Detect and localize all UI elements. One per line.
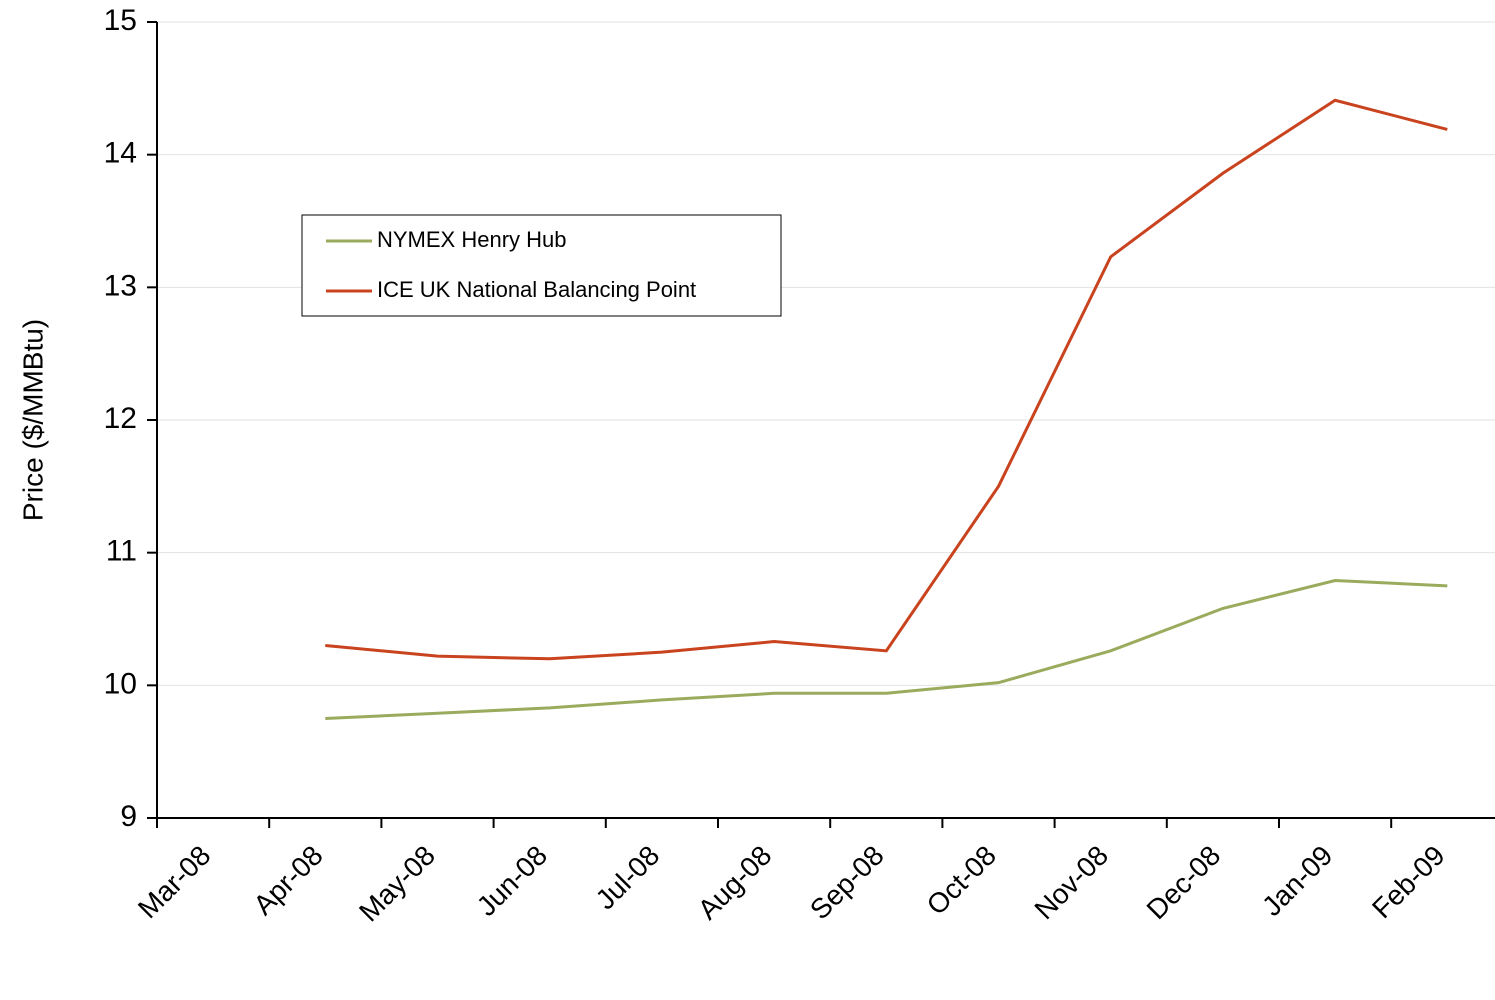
y-tick-label: 11	[106, 535, 137, 568]
x-tick-label: Apr-08	[247, 840, 328, 921]
legend-label: ICE UK National Balancing Point	[377, 277, 696, 302]
x-tick-label: Jul-08	[590, 840, 666, 916]
x-tick-label: Sep-08	[804, 840, 890, 926]
x-tick-label: Jun-08	[471, 840, 553, 922]
x-tick-label: Aug-08	[692, 840, 778, 926]
x-tick-label: Feb-09	[1366, 840, 1451, 925]
x-tick-label: Nov-08	[1028, 840, 1114, 926]
legend: NYMEX Henry Hub ICE UK National Balancing…	[301, 214, 782, 317]
x-tick-label: Dec-08	[1141, 840, 1227, 926]
y-tick-label: 14	[104, 137, 137, 170]
y-tick-label: 13	[104, 269, 137, 302]
y-axis-label: Price ($/MMBtu)	[17, 319, 48, 521]
legend-label: NYMEX Henry Hub	[377, 227, 567, 252]
series-line	[325, 579, 1448, 720]
x-tick-label: Mar-08	[132, 840, 217, 925]
y-tick-label: 15	[104, 4, 137, 37]
y-tick-label: 12	[104, 402, 137, 435]
y-tick-label: 9	[120, 800, 137, 833]
y-tick-label: 10	[104, 667, 137, 700]
series-line	[325, 98, 1448, 661]
legend-box	[301, 214, 782, 317]
x-tick-label: Oct-08	[921, 840, 1002, 921]
x-tick-label: May-08	[353, 840, 441, 928]
x-tick-label: Jan-09	[1256, 840, 1338, 922]
